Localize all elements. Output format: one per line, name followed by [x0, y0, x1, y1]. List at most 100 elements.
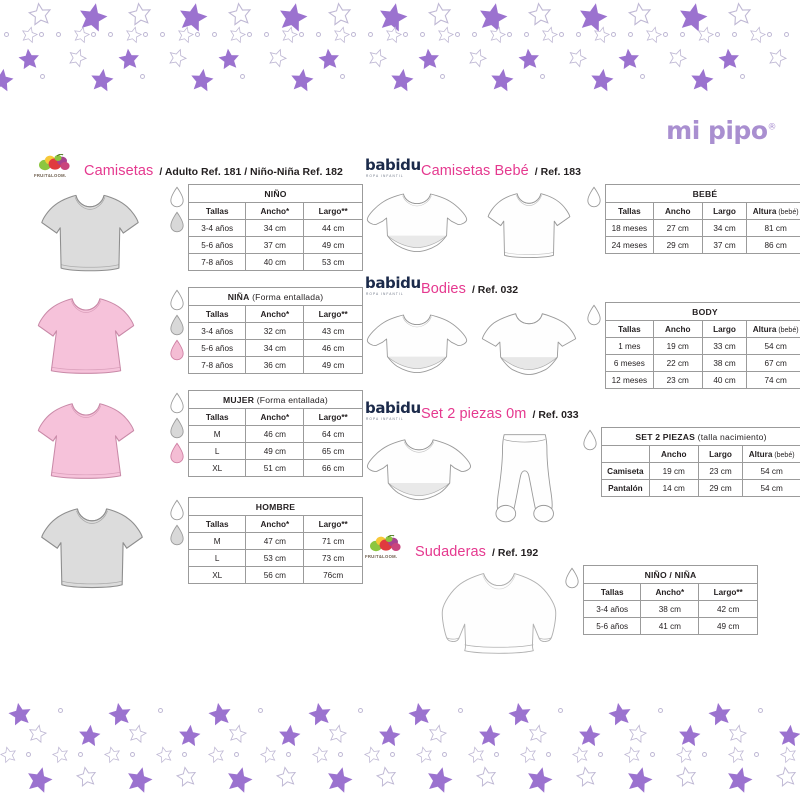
measurement-cell: 32 cm — [245, 322, 305, 340]
star-outline-icon — [675, 746, 693, 764]
section-reference: / Adulto Ref. 181 / Niño-Niña Ref. 182 — [159, 165, 343, 178]
star-filled-icon — [628, 767, 653, 793]
dot-decoration — [442, 752, 447, 757]
star-filled-icon — [191, 68, 214, 92]
star-filled-icon — [508, 702, 531, 726]
table-title: BEBÉ — [605, 184, 800, 203]
table-row: XL 51 cm 66 cm — [187, 459, 363, 477]
star-outline-icon — [769, 48, 788, 68]
column-header: Largo** — [303, 408, 363, 426]
color-swatch-group — [579, 427, 601, 451]
measurement-cell: 86 cm — [746, 236, 800, 254]
star-filled-icon — [428, 767, 453, 793]
star-outline-icon — [428, 724, 448, 744]
table-title-note: (talla nacimiento) — [695, 431, 767, 442]
star-filled-icon — [180, 3, 208, 32]
section-camisetas-bebe: babidu ROPA INFANTIL Camisetas Bebé / Ref. … — [365, 152, 800, 264]
dot-decoration — [680, 32, 685, 37]
table-row: 5-6 años 41 cm 49 cm — [582, 617, 758, 635]
table-title-row: NIÑA (Forma entallada) — [188, 287, 363, 306]
star-filled-icon — [580, 3, 608, 32]
measurement-cell: 67 cm — [746, 354, 800, 372]
section-heading: babidu ROPA INFANTIL Camisetas Bebé / Ref. … — [365, 152, 785, 178]
color-swatch-droplet-icon — [170, 339, 184, 361]
measurement-cell: 23 cm — [697, 462, 744, 480]
section-reference: / Ref. 183 — [534, 165, 581, 178]
star-outline-icon — [438, 26, 455, 44]
measurement-cell: 42 cm — [698, 600, 758, 618]
dot-decoration — [142, 32, 148, 37]
star-outline-icon — [569, 48, 588, 68]
garment-art-sweatshirt — [365, 565, 561, 666]
babidu-wordmark: babidu — [365, 274, 421, 292]
babidu-wordmark: babidu — [365, 156, 421, 174]
star-outline-icon — [427, 2, 452, 26]
dot-decoration — [338, 752, 343, 757]
table-title-row: MUJER (Forma entallada) — [188, 390, 363, 409]
measurement-cell: 38 cm — [701, 354, 748, 372]
table-header-row: Tallas Ancho* Largo** — [187, 515, 363, 533]
dot-decoration — [158, 708, 163, 713]
measurement-cell: 33 cm — [701, 337, 748, 355]
table-title-row: NIÑO / NIÑA — [583, 565, 758, 584]
dot-decoration — [78, 752, 83, 757]
garment-illustration — [481, 313, 577, 376]
star-outline-icon — [311, 746, 329, 764]
section-camisetas-mujer: MUJER (Forma entallada) Tallas Ancho* Largo… — [34, 390, 363, 491]
section-camisetas-nina: NIÑA (Forma entallada) Tallas Ancho* Largo*… — [34, 287, 363, 384]
dot-decoration — [390, 752, 395, 757]
size-label-cell: Pantalón — [601, 479, 650, 497]
star-outline-icon — [727, 746, 745, 764]
star-outline-icon — [669, 48, 688, 68]
table-wrapper: SET 2 PIEZAS (talla nacimiento) Ancho Larg… — [601, 427, 800, 497]
fruit-of-the-loom-berries-icon — [370, 535, 401, 552]
star-filled-icon — [108, 702, 131, 726]
right-column: babidu ROPA INFANTIL Camisetas Bebé / Ref. … — [365, 152, 800, 672]
measurement-cell: 81 cm — [746, 219, 800, 237]
measurement-cell: 29 cm — [697, 479, 744, 497]
star-outline-icon — [207, 746, 225, 764]
measurement-cell: 65 cm — [303, 442, 363, 460]
garment-art-baby-tees — [365, 184, 583, 264]
fruit-of-the-loom-wordmark: FRUIT&LOOM. — [365, 554, 398, 559]
column-header: Tallas — [187, 408, 247, 426]
color-swatch-droplet-icon — [170, 499, 184, 521]
section-body: NIÑO / NIÑA Tallas Ancho* Largo** 3-4 años 38… — [365, 565, 785, 666]
size-label-cell: 18 meses — [605, 219, 654, 237]
measurement-cell: 53 cm — [303, 253, 363, 271]
size-label-cell: 7-8 años — [187, 253, 247, 271]
babidu-logo: babidu ROPA INFANTIL — [365, 397, 421, 421]
dot-decoration — [246, 32, 252, 37]
table-row: XL 56 cm 76cm — [187, 566, 363, 584]
star-outline-icon — [571, 746, 589, 764]
section-body: BEBÉ Tallas Ancho Largo Altura (bebé) 18 mese… — [365, 184, 800, 264]
star-filled-icon — [0, 68, 14, 92]
column-header: Altura (bebé) — [742, 445, 800, 463]
fruit-of-the-loom-logo: FRUIT&LOOM. — [365, 535, 409, 559]
table-row: Pantalón 14 cm 29 cm 54 cm — [601, 479, 800, 497]
star-outline-icon — [128, 724, 148, 744]
dot-decoration — [258, 708, 263, 713]
star-outline-icon — [575, 766, 597, 787]
measurement-cell: 47 cm — [245, 532, 305, 550]
star-filled-icon — [80, 3, 108, 32]
measurement-cell: 29 cm — [652, 236, 703, 254]
star-filled-icon — [291, 68, 314, 92]
star-filled-icon — [328, 767, 353, 793]
color-swatch-droplet-icon — [170, 186, 184, 208]
column-header-note: (bebé) — [776, 326, 799, 334]
star-outline-icon — [127, 2, 152, 26]
left-column: FRUIT&LOOM. Camisetas / Adulto Ref. 181 / … — [34, 152, 363, 604]
table-title: MUJER (Forma entallada) — [188, 390, 363, 409]
column-header: Ancho — [648, 445, 699, 463]
star-filled-icon — [528, 767, 553, 793]
dot-decoration — [758, 708, 763, 713]
measurement-cell: 66 cm — [303, 459, 363, 477]
star-filled-icon — [179, 724, 201, 747]
star-outline-icon — [628, 724, 648, 744]
star-filled-icon — [128, 767, 153, 793]
column-header: Altura (bebé) — [746, 202, 800, 220]
table-wrapper: BODY Tallas Ancho Largo Altura (bebé) 1 mes 19… — [605, 302, 800, 389]
dot-decoration — [576, 32, 581, 37]
star-filled-icon — [479, 724, 501, 747]
